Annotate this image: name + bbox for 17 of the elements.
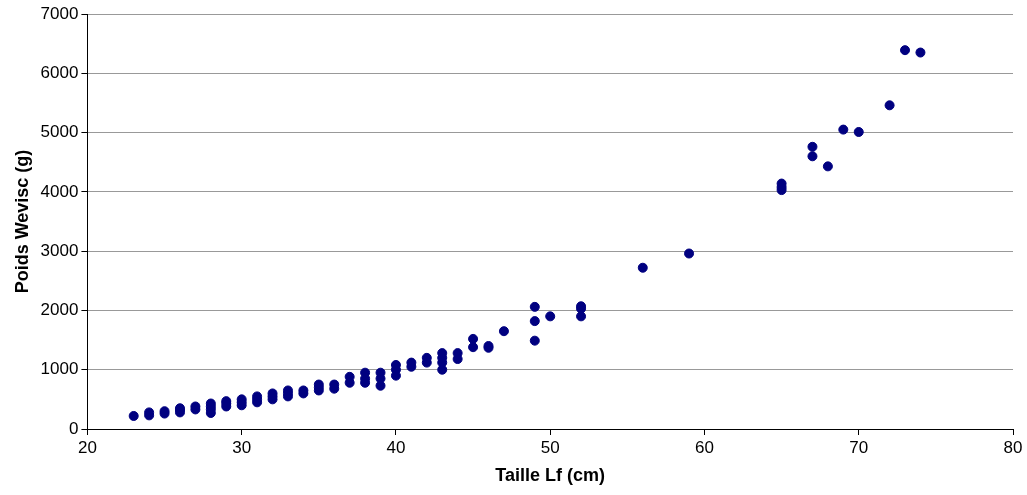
x-tick-label: 40 — [386, 437, 406, 457]
y-tick-label: 6000 — [40, 62, 79, 82]
y-tick-label: 3000 — [40, 240, 79, 260]
y-tick-label: 2000 — [40, 300, 79, 320]
y-tick-label: 7000 — [40, 3, 79, 23]
x-tick-label: 80 — [1003, 437, 1023, 457]
x-tick-label: 20 — [77, 437, 97, 457]
x-tick-label: 60 — [695, 437, 714, 457]
y-axis-title: Poids Wevisc (g) — [11, 149, 32, 294]
x-axis-title: Taille Lf (cm) — [495, 465, 606, 486]
x-tick-label: 70 — [849, 437, 869, 457]
y-tick-label: 1000 — [40, 359, 79, 379]
x-tick-label: 50 — [540, 437, 560, 457]
x-tick-label: 30 — [232, 437, 252, 457]
y-tick-label: 5000 — [40, 122, 79, 142]
y-tick-label: 4000 — [40, 181, 79, 201]
y-tick-label: 0 — [68, 418, 79, 438]
